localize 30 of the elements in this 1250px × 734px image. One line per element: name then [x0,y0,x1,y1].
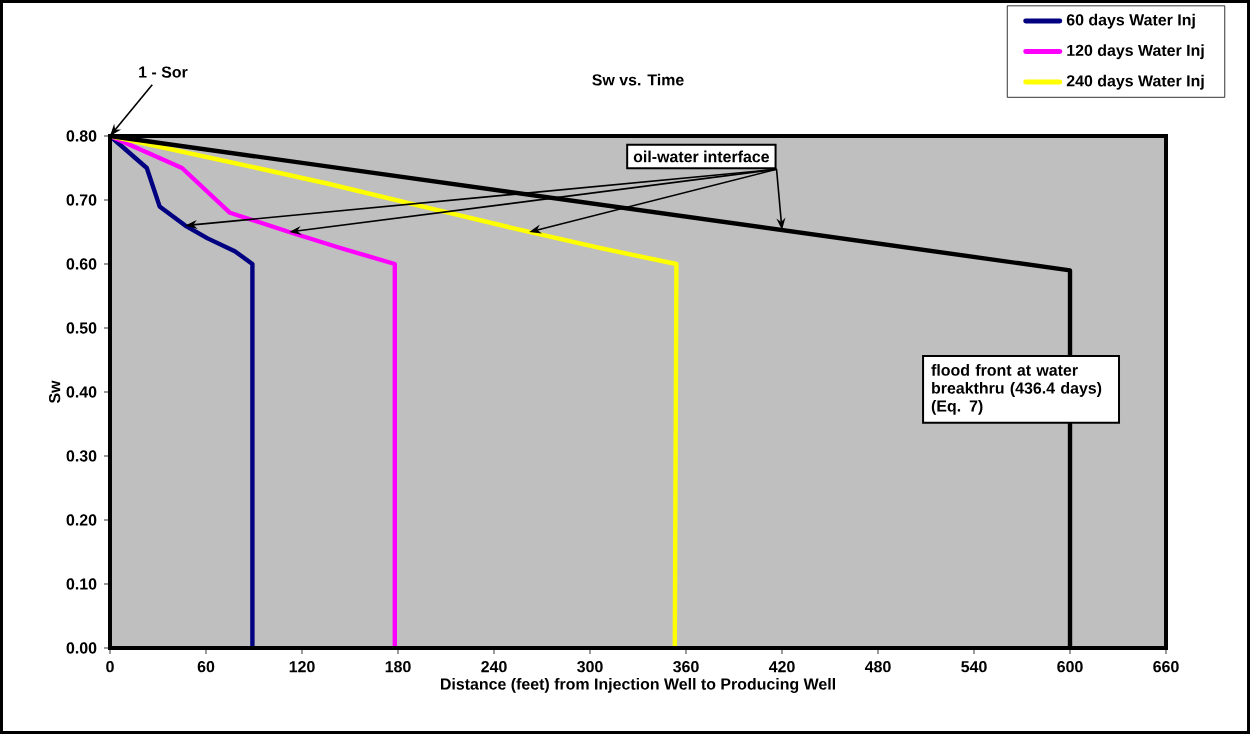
x-tick-label: 600 [1057,661,1083,673]
y-tick-label: 0.00 [66,642,97,654]
x-tick-label: 420 [768,661,795,673]
y-tick-label: 0.70 [66,194,97,206]
y-axis-title: Sw [49,380,61,404]
annotation: flood front at water breakthru (436.4 days) (Eq. 7) [931,364,1102,415]
x-axis-title: Distance (feet) from Injection Well to Producing Well [440,677,836,693]
x-tick-label: 60 [197,661,215,673]
x-tick-label: 540 [961,661,987,673]
x-tick-label: 120 [289,661,315,673]
y-tick-label: 0.20 [66,514,97,526]
x-tick-label: 660 [1153,661,1179,673]
x-tick-label: 180 [385,661,411,673]
y-tick-label: 0.30 [66,450,97,462]
y-tick-label: 0.50 [66,322,97,334]
x-tick-label: 480 [864,661,891,673]
annotation: 1 - Sor [139,66,188,78]
x-tick-label: 0 [106,661,114,673]
x-tick-label: 360 [673,661,699,673]
y-tick-label: 0.80 [66,130,97,142]
annotation: oil-water interface [633,150,770,163]
y-tick-label: 0.60 [66,258,97,270]
chart-title: Sw vs. Time [592,73,684,86]
y-tick-label: 0.40 [66,386,97,398]
legend-label: 60 days Water Inj [1066,13,1195,29]
x-tick-label: 300 [577,661,603,673]
legend-label: 240 days Water Inj [1066,74,1204,90]
y-tick-label: 0.10 [66,578,97,590]
legend-label: 120 days Water Inj [1067,44,1204,60]
x-tick-label: 240 [481,661,507,673]
